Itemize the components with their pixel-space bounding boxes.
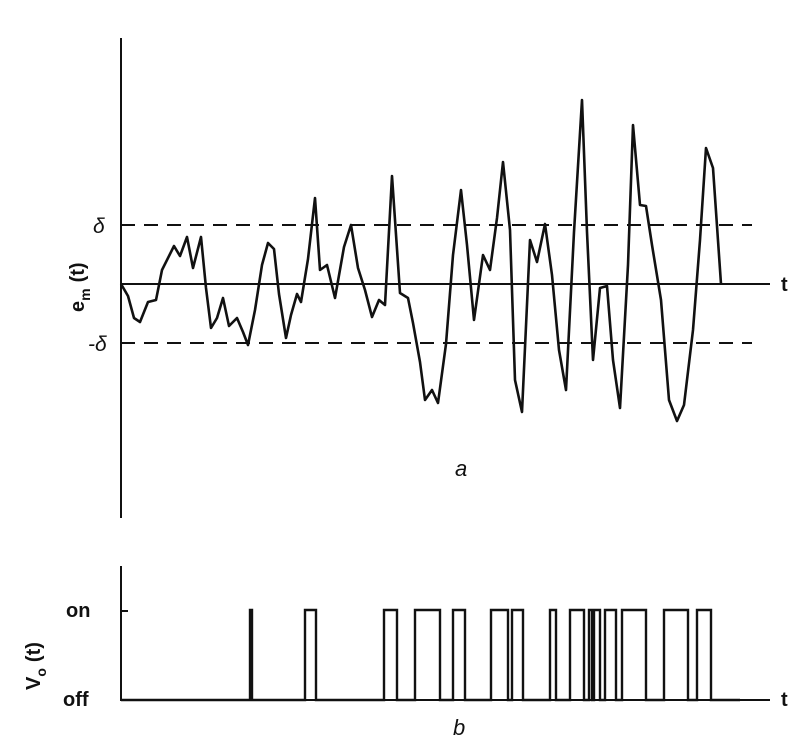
panel-a-time-label: t [781, 274, 788, 296]
panel-b-y-label: Vo (t) [23, 642, 49, 690]
panel-b-y-label-main: V [23, 676, 45, 690]
on-label: on [66, 600, 90, 622]
panel-a-y-label: em (t) [67, 262, 93, 312]
lower-threshold-label: -δ [88, 333, 107, 356]
panel-a: δ -δ t em (t) a [67, 38, 788, 518]
panel-b: on off t Vo (t) b [23, 566, 788, 739]
panel-a-caption: a [455, 456, 467, 481]
panel-b-y-label-sub: o [33, 668, 49, 677]
panel-b-y-label-tail: (t) [23, 642, 45, 662]
panel-a-y-label-sub: m [77, 288, 93, 300]
error-signal-trace [119, 98, 723, 423]
upper-threshold-label: δ [93, 215, 105, 238]
panel-b-time-label: t [781, 689, 788, 711]
off-label: off [63, 689, 89, 711]
panel-a-y-label-main: e [67, 301, 89, 312]
panel-b-caption: b [453, 715, 465, 739]
panel-a-y-label-tail: (t) [67, 262, 89, 282]
switch-output-trace [121, 608, 740, 702]
